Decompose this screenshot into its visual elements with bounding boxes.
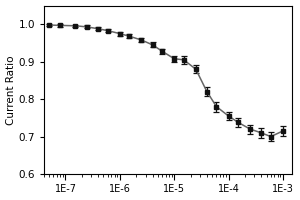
- Y-axis label: Current Ratio: Current Ratio: [6, 55, 16, 125]
